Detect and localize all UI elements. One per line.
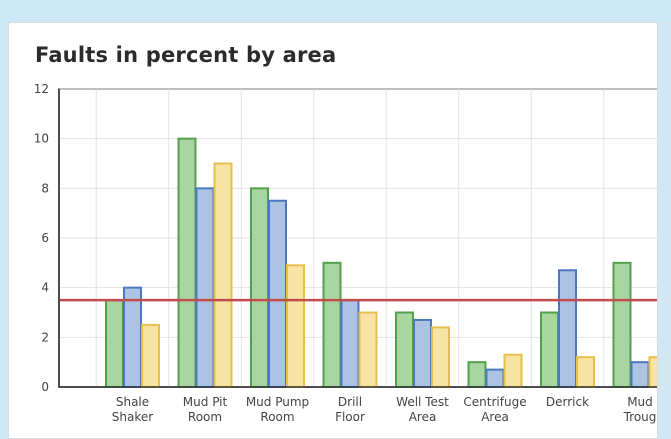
x-tick-label: Troug: [623, 410, 657, 424]
bar: [250, 187, 269, 388]
x-tick-label: Mud Pump: [246, 395, 309, 409]
x-tick-label: Mud: [627, 395, 653, 409]
y-tick-label: 6: [41, 231, 49, 245]
chart-title: Faults in percent by area: [35, 43, 337, 67]
bar: [485, 368, 505, 389]
bar: [105, 299, 124, 389]
bar: [413, 318, 432, 389]
bar: [268, 199, 287, 388]
x-tick-label: Derrick: [546, 395, 589, 409]
bar: [558, 269, 577, 389]
x-tick-label: Shaker: [112, 410, 153, 424]
y-tick-label: 10: [34, 132, 49, 146]
bar: [340, 299, 360, 389]
bar: [213, 162, 233, 388]
y-tick-label: 0: [41, 380, 49, 394]
bar: [322, 261, 342, 388]
bar: [195, 187, 215, 388]
bar: [177, 137, 197, 388]
bar: [123, 286, 142, 388]
bar: [395, 311, 414, 388]
bar: [540, 311, 559, 388]
y-tick-label: 4: [41, 281, 49, 295]
x-tick-label: Room: [260, 410, 294, 424]
x-tick-label: Well Test: [396, 395, 449, 409]
x-tick-label: Shale: [116, 395, 149, 409]
bar: [503, 353, 523, 389]
bar: [141, 323, 160, 388]
x-tick-label: Room: [188, 410, 222, 424]
x-tick-label: Centrifuge: [463, 395, 526, 409]
bar: [630, 361, 650, 388]
x-tick-label: Floor: [335, 410, 365, 424]
bar: [612, 261, 632, 388]
bar: [431, 326, 450, 388]
x-tick-label: Drill: [338, 395, 362, 409]
chart-panel: Faults in percent by area 0 2 4 6 8 10 12 Shale…: [8, 22, 658, 439]
y-tick-label: 12: [34, 82, 49, 96]
bar: [467, 361, 487, 388]
x-tick-label: Area: [409, 410, 437, 424]
bar: [358, 311, 378, 388]
right-edge-strip: [658, 22, 671, 439]
y-tick-label: 8: [41, 181, 49, 195]
bar: [648, 356, 657, 389]
x-tick-label: Area: [481, 410, 509, 424]
y-tick-label: 2: [41, 330, 49, 344]
x-tick-label: Mud Pit: [183, 395, 228, 409]
bar: [576, 356, 595, 389]
bar: [286, 264, 305, 388]
